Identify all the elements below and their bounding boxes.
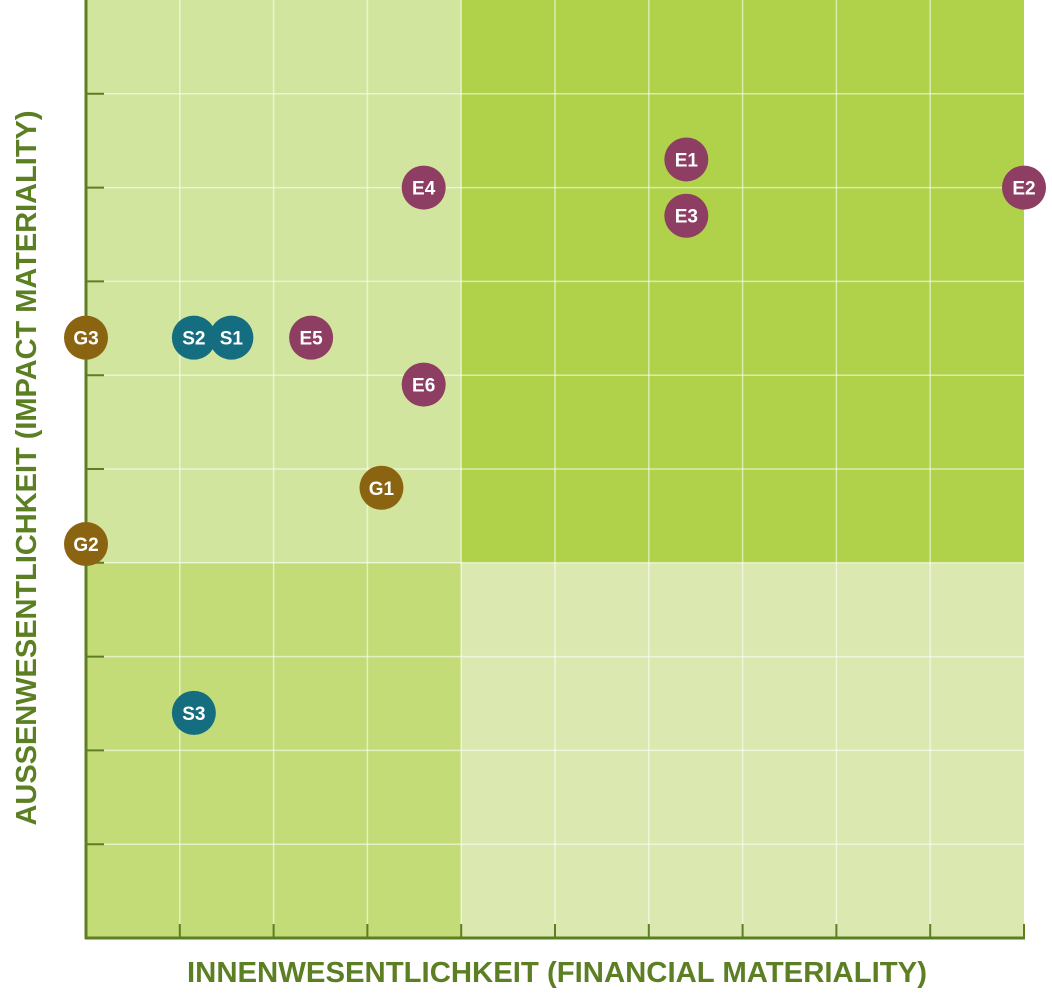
data-points: E1 E2 E3 E4 E5 E6 S1 S2 S3 G1 G2 G3 [64,137,1046,735]
data-point-marker [209,315,254,360]
data-point-e3: E3 [664,193,709,238]
data-point-marker [359,465,404,510]
data-point-marker [289,315,334,360]
data-point-s2: S2 [171,315,216,360]
data-point-label: S2 [182,329,205,350]
data-point-label: S3 [182,704,205,725]
y-axis-title: AUSSENWESENTLICHKEIT (IMPACT MATERIALITY… [11,111,43,826]
data-point-label: E5 [299,329,323,350]
data-point-label: E1 [675,150,699,171]
data-point-label: E6 [412,376,435,397]
data-point-s3: S3 [171,690,216,735]
data-point-g2: G2 [64,522,108,567]
data-point-marker [664,193,709,238]
data-point-marker [64,522,108,567]
data-point-e5: E5 [289,315,334,360]
x-axis-title: INNENWESENTLICHKEIT (FINANCIAL MATERIALI… [187,957,927,989]
data-point-e2: E2 [1002,165,1046,210]
data-point-g3: G3 [64,315,108,360]
data-point-e6: E6 [401,362,446,407]
axes [84,0,1025,940]
data-point-label: E2 [1012,179,1035,200]
data-point-label: G1 [369,479,395,500]
data-point-label: E4 [412,179,436,200]
data-point-label: G2 [73,535,98,556]
data-point-marker [1002,165,1046,210]
data-point-e4: E4 [401,165,446,210]
data-point-marker [171,690,216,735]
data-point-marker [171,315,216,360]
data-point-e1: E1 [664,137,709,182]
data-point-label: G3 [73,329,98,350]
data-point-s1: S1 [209,315,254,360]
data-point-g1: G1 [359,465,404,510]
data-point-marker [401,362,446,407]
grid-lines [86,0,1024,938]
data-point-marker [401,165,446,210]
data-point-marker [64,315,108,360]
data-point-label: E3 [675,207,698,228]
data-point-marker [664,137,709,182]
data-point-label: S1 [220,329,244,350]
